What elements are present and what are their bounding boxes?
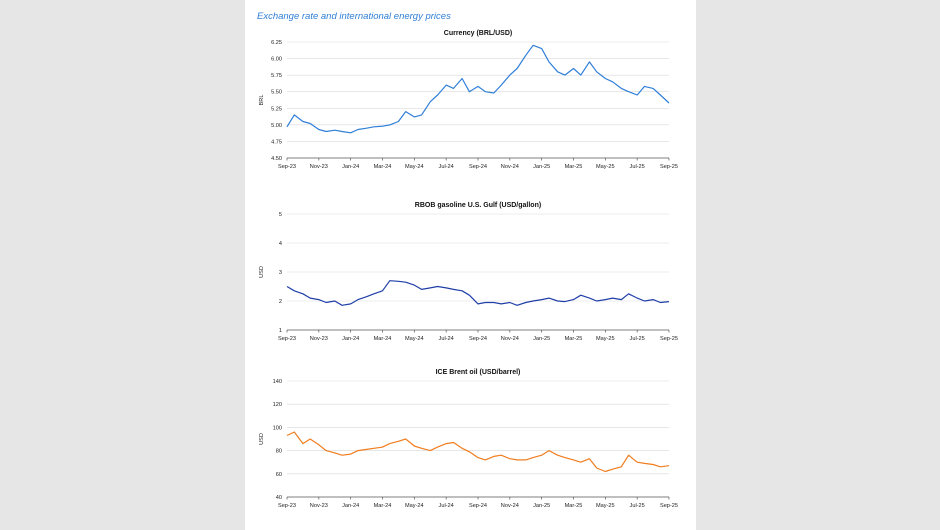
gasoline-x-tick-label: Sep-23 bbox=[278, 336, 296, 342]
brent-x-tick-label: May-25 bbox=[596, 503, 615, 509]
gasoline-y-tick-label: 3 bbox=[279, 270, 282, 276]
currency-x-tick-label: Jul-25 bbox=[630, 164, 645, 170]
currency-x-tick-label: Jul-24 bbox=[439, 164, 454, 170]
currency-y-tick-label: 4.75 bbox=[271, 139, 282, 145]
gasoline-x-tick-label: May-25 bbox=[596, 336, 615, 342]
gasoline-y-axis-label: USD bbox=[259, 266, 265, 278]
brent-chart-title: ICE Brent oil (USD/barrel) bbox=[436, 369, 521, 376]
currency-y-tick-label: 5.00 bbox=[271, 123, 282, 129]
currency-x-tick-label: Jan-25 bbox=[533, 164, 550, 170]
currency-x-tick-label: Mar-24 bbox=[374, 164, 392, 170]
brent-x-tick-label: Mar-24 bbox=[374, 503, 392, 509]
brent-y-tick-label: 80 bbox=[276, 449, 282, 455]
page-title: Exchange rate and international energy p… bbox=[257, 11, 451, 22]
gasoline-x-tick-label: May-24 bbox=[405, 336, 424, 342]
currency-x-tick-label: May-25 bbox=[596, 164, 615, 170]
brent-x-tick-label: Jul-24 bbox=[439, 503, 454, 509]
currency-x-tick-label: Nov-23 bbox=[310, 164, 328, 170]
currency-x-tick-label: Mar-25 bbox=[565, 164, 583, 170]
gasoline-chart: RBOB gasoline U.S. Gulf (USD/gallon) 1 2 3 4… bbox=[259, 202, 678, 342]
currency-x-tick-label: May-24 bbox=[405, 164, 424, 170]
brent-x-tick-label: May-24 bbox=[405, 503, 424, 509]
currency-y-tick-label: 6.25 bbox=[271, 40, 282, 46]
gasoline-series-line bbox=[286, 280, 670, 306]
report-page: Exchange rate and international energy p… bbox=[245, 0, 696, 530]
currency-y-tick-label: 4.50 bbox=[271, 156, 282, 162]
gasoline-x-tick-label: Jul-24 bbox=[439, 336, 454, 342]
currency-y-tick-label: 5.25 bbox=[271, 106, 282, 112]
currency-series-line bbox=[286, 44, 670, 134]
brent-x-tick-label: Nov-24 bbox=[501, 503, 519, 509]
gasoline-chart-title: RBOB gasoline U.S. Gulf (USD/gallon) bbox=[415, 202, 541, 209]
brent-series-line bbox=[286, 431, 670, 473]
gasoline-x-tick-label: Nov-24 bbox=[501, 336, 519, 342]
currency-y-tick-label: 6.00 bbox=[271, 57, 282, 63]
gasoline-x-tick-label: Mar-25 bbox=[565, 336, 583, 342]
gasoline-x-tick-label: Sep-24 bbox=[469, 336, 487, 342]
brent-y-axis-label: USD bbox=[259, 433, 265, 445]
brent-x-tick-label: Jan-25 bbox=[533, 503, 550, 509]
currency-x-tick-label: Sep-23 bbox=[278, 164, 296, 170]
brent-x-tick-label: Jul-25 bbox=[630, 503, 645, 509]
gasoline-y-tick-label: 4 bbox=[279, 241, 282, 247]
currency-x-tick-label: Sep-25 bbox=[660, 164, 678, 170]
brent-y-tick-label: 140 bbox=[273, 379, 282, 385]
brent-x-tick-label: Sep-25 bbox=[660, 503, 678, 509]
brent-y-tick-label: 60 bbox=[276, 472, 282, 478]
currency-x-tick-label: Jan-24 bbox=[342, 164, 359, 170]
currency-x-tick-label: Nov-24 bbox=[501, 164, 519, 170]
gasoline-x-tick-label: Nov-23 bbox=[310, 336, 328, 342]
brent-x-tick-label: Sep-23 bbox=[278, 503, 296, 509]
gasoline-x-tick-label: Jul-25 bbox=[630, 336, 645, 342]
brent-x-tick-label: Jan-24 bbox=[342, 503, 359, 509]
gasoline-x-tick-label: Mar-24 bbox=[374, 336, 392, 342]
brent-x-tick-label: Mar-25 bbox=[565, 503, 583, 509]
brent-y-tick-label: 40 bbox=[276, 495, 282, 501]
brent-x-tick-label: Sep-24 bbox=[469, 503, 487, 509]
gasoline-y-tick-label: 2 bbox=[279, 299, 282, 305]
currency-chart-title: Currency (BRL/USD) bbox=[444, 30, 512, 37]
brent-y-tick-label: 100 bbox=[273, 425, 282, 431]
gasoline-x-tick-label: Sep-25 bbox=[660, 336, 678, 342]
gasoline-x-tick-label: Jan-25 bbox=[533, 336, 550, 342]
currency-x-tick-label: Sep-24 bbox=[469, 164, 487, 170]
currency-chart: Currency (BRL/USD) 4.50 4.75 5.00 5.25 5.50 5.… bbox=[259, 30, 678, 170]
gasoline-y-tick-label: 1 bbox=[279, 328, 282, 334]
brent-x-tick-label: Nov-23 bbox=[310, 503, 328, 509]
gasoline-y-tick-label: 5 bbox=[279, 212, 282, 218]
currency-y-axis-label: BRL bbox=[259, 95, 265, 106]
currency-y-tick-label: 5.75 bbox=[271, 73, 282, 79]
currency-y-tick-label: 5.50 bbox=[271, 90, 282, 96]
gasoline-x-tick-label: Jan-24 bbox=[342, 336, 359, 342]
brent-chart: ICE Brent oil (USD/barrel) 40 60 80 100 120 14… bbox=[259, 369, 678, 509]
brent-y-tick-label: 120 bbox=[273, 402, 282, 408]
